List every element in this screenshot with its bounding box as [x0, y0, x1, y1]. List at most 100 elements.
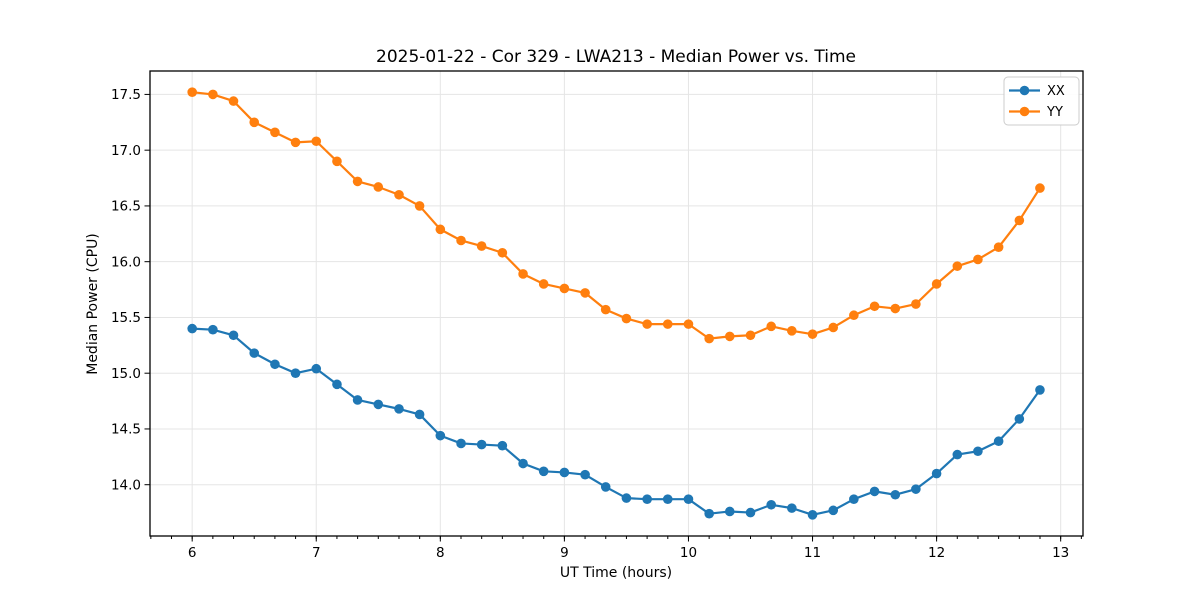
series-YY-marker: [724, 331, 735, 342]
series-XX-marker: [911, 484, 921, 494]
chart-title: 2025-01-22 - Cor 329 - LWA213 - Median P…: [376, 47, 856, 67]
x-tick-label: 11: [804, 545, 821, 561]
x-tick-label: 9: [560, 545, 569, 561]
series-XX-marker: [1014, 414, 1025, 424]
series-YY-marker: [394, 189, 404, 200]
series-XX-marker: [993, 436, 1004, 447]
series-YY-marker: [352, 176, 363, 187]
series-XX-marker: [662, 494, 673, 505]
series-XX-marker: [538, 466, 549, 477]
x-axis-label: UT Time (hours): [560, 565, 672, 581]
series-YY-marker: [311, 136, 322, 147]
x-axis: 6 7 8 9 10 11 12 13: [188, 536, 1069, 561]
series-XX-marker: [973, 446, 983, 457]
series-XX-marker: [766, 499, 777, 510]
series-XX-marker: [683, 494, 694, 505]
series-YY-marker: [414, 201, 425, 211]
series-XX-marker: [414, 409, 425, 420]
x-tick-label: 7: [312, 545, 321, 561]
series-XX-marker: [435, 430, 446, 441]
series-YY-marker: [1035, 183, 1045, 193]
legend: XX YY: [1003, 76, 1080, 126]
series-YY-marker: [187, 87, 197, 97]
series-YY-marker: [911, 299, 921, 309]
series-YY-marker: [849, 310, 859, 321]
series-YY-marker: [580, 288, 590, 298]
series-XX-marker: [559, 467, 570, 478]
series-XX-marker: [456, 438, 466, 449]
x-tick-label: 6: [188, 545, 197, 561]
series-YY-marker: [787, 326, 797, 336]
series-XX-marker: [745, 507, 756, 518]
series-YY-marker: [208, 89, 218, 100]
series-YY-marker: [249, 117, 260, 128]
y-tick-label: 17.0: [111, 143, 141, 159]
legend-label: YY: [1046, 105, 1063, 120]
series-XX-marker: [600, 482, 611, 492]
series-XX-marker: [249, 348, 260, 358]
series-XX-marker: [704, 508, 714, 519]
series-YY-marker: [1014, 215, 1025, 226]
y-tick-label: 14.0: [111, 478, 141, 494]
series-XX-marker: [187, 323, 197, 334]
series-YY-marker: [290, 137, 301, 148]
series-XX-marker: [621, 493, 632, 503]
series-XX-marker: [228, 330, 239, 341]
series-YY-marker: [518, 269, 528, 279]
series-YY-marker: [807, 329, 818, 339]
series-YY-marker: [332, 156, 342, 167]
series-YY-marker: [952, 261, 963, 271]
series-XX-marker: [208, 324, 218, 335]
legend-label: XX: [1047, 84, 1065, 99]
series-YY-marker: [869, 301, 880, 312]
series-YY-marker: [662, 319, 673, 329]
series-YY-marker: [766, 321, 777, 332]
x-tick-label: 13: [1052, 545, 1069, 561]
series-YY-marker: [704, 333, 714, 344]
series-YY-marker: [683, 319, 694, 329]
series-YY-marker: [931, 279, 942, 289]
series-XX-marker: [1035, 385, 1045, 395]
y-axis: 14.0 14.5 15.0 15.5 16.0 16.5 17.0 17.5: [111, 87, 150, 494]
y-axis-label: Median Power (CPU): [85, 233, 101, 375]
series-XX-marker: [787, 503, 797, 513]
series-YY-marker: [642, 319, 652, 329]
axes-frame: [149, 70, 1084, 537]
series-YY-marker: [228, 96, 239, 106]
series-XX-marker: [828, 505, 839, 516]
series-XX-marker: [332, 379, 342, 390]
series-XX-marker: [890, 489, 901, 500]
series-YY: [187, 87, 1045, 344]
series-YY-marker: [476, 241, 487, 251]
series-YY-marker: [621, 313, 632, 324]
series-YY-marker: [745, 330, 756, 341]
legend-marker-sample: [1019, 106, 1030, 117]
series-YY-marker: [270, 127, 280, 138]
series-XX-marker: [952, 449, 963, 460]
series-XX-marker: [352, 395, 363, 405]
series-XX-marker: [518, 458, 528, 469]
series-XX-marker: [497, 440, 508, 451]
series-YY-marker: [435, 224, 446, 235]
series-YY-marker: [828, 322, 839, 333]
x-tick-label: 12: [928, 545, 945, 561]
series-XX-marker: [931, 468, 942, 479]
chart-root: 6 7 8 9 10 11 12 13 14.0 14.5 15.0 15.5 16.0 16.5 17.0…: [111, 70, 1084, 561]
series-YY-marker: [456, 235, 466, 246]
y-tick-label: 15.0: [111, 366, 141, 382]
series-XX: [187, 323, 1045, 520]
series-XX-marker: [290, 368, 301, 378]
series-XX-marker: [642, 494, 652, 505]
series-YY-marker: [373, 182, 384, 192]
series-YY-marker: [497, 247, 508, 258]
series-XX-marker: [724, 506, 735, 517]
series-XX-marker: [580, 469, 590, 480]
series-XX-marker: [270, 359, 280, 370]
series-YY-marker: [538, 279, 549, 289]
y-tick-label: 14.5: [111, 422, 141, 438]
legend-entry-YY: YY: [1009, 105, 1063, 120]
x-tick-label: 10: [680, 545, 697, 561]
y-tick-label: 16.5: [111, 199, 141, 215]
x-tick-label: 8: [436, 545, 445, 561]
